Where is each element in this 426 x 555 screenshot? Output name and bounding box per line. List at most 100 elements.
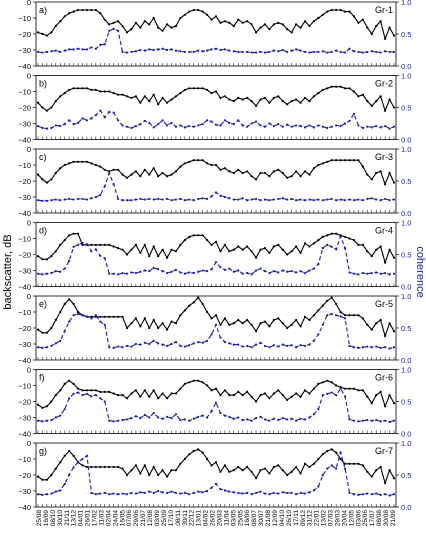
backscatter-point [134,464,137,467]
coherence-point [223,489,226,492]
backscatter-point [232,469,235,472]
backscatter-point [263,392,267,395]
coherence-point [375,124,378,128]
backscatter-point [139,325,142,328]
coherence-point [206,489,209,493]
backscatter-point [241,171,244,175]
coherence-point [254,120,258,123]
coherence-point [117,119,120,122]
backscatter-point [268,28,271,31]
backscatter-point [41,478,44,481]
coherence-point [392,346,396,349]
backscatter-point [286,473,289,477]
coherence-point [357,198,360,201]
coherence-point [170,490,173,493]
coherence-point [103,491,106,495]
backscatter-point [246,170,249,173]
x-tick-label: 16/09 [43,510,50,527]
coherence-point [201,197,204,200]
coherence-point [250,493,253,496]
backscatter-point [384,334,387,338]
backscatter-point [161,469,164,472]
coherence-point [370,419,373,422]
x-tick-label: 04/01 [78,510,85,527]
backscatter-point [41,258,44,261]
coherence-point [357,346,360,349]
backscatter-point [375,171,378,175]
coherence-point [272,198,275,201]
backscatter-point [370,32,373,36]
coherence-point [303,50,307,54]
coherence-point [388,127,391,130]
backscatter-point [375,100,378,103]
coherence-point [250,198,253,201]
backscatter-point [50,255,53,258]
backscatter-point [174,250,178,253]
coherence-point [108,346,111,349]
y-tick-label-left: −20 [18,30,31,39]
coherence-point [139,48,142,52]
backscatter-point [68,449,71,453]
backscatter-point [103,315,106,318]
x-tick-label: 11/03 [99,510,106,526]
backscatter-point [108,390,111,393]
backscatter-point [192,159,195,162]
backscatter-point [143,317,146,320]
coherence-point [161,417,164,420]
coherence-point [206,339,209,342]
coherence-point [268,50,271,54]
coherence-point [117,273,120,276]
x-tick-label: 02/04 [105,510,112,527]
x-tick-label: 12/09 [272,510,279,527]
coherence-point [281,417,284,420]
backscatter-point [348,462,351,465]
coherence-point [299,491,302,495]
coherence-point [174,125,178,128]
coherence-point [308,491,311,494]
coherence-point [41,51,44,54]
x-tick-label: 22/01 [314,510,321,527]
backscatter-point [68,298,71,301]
coherence-point [112,27,115,30]
coherence-point [268,493,271,496]
coherence-point [197,124,200,127]
backscatter-point [228,21,231,24]
coherence-point [165,271,169,275]
panel-gr-3: 0 −10 −20 −30 −40 1.0 0.5 0.0 c) Gr-3 [18,145,411,218]
backscatter-point [290,323,293,326]
backscatter-point [290,470,293,473]
coherence-point [379,493,382,496]
coherence-point [330,312,333,316]
backscatter-point [117,20,120,23]
backscatter-point [188,10,191,13]
coherence-point [214,401,218,404]
backscatter-point [179,243,182,246]
backscatter-point [303,96,307,99]
x-tick-label: 16/06 [244,510,251,527]
backscatter-point [130,469,133,472]
y-tick-label-left: −10 [18,455,31,464]
backscatter-point [148,255,151,258]
backscatter-point [103,18,106,21]
coherence-point [108,29,111,32]
x-tick-label: 26/10 [286,510,293,527]
coherence-point [197,490,200,493]
coherence-point [90,395,93,398]
coherence-point [237,119,240,122]
coherence-point [241,50,244,54]
coherence-point [246,344,249,348]
coherence-point [72,123,75,126]
backscatter-point [361,317,364,320]
backscatter-point [317,309,320,312]
backscatter-point [352,387,356,390]
y-tick-label-left: 0 [27,292,31,301]
backscatter-point [259,98,262,101]
coherence-point [335,49,338,52]
backscatter-point [183,382,186,385]
coherence-point [76,47,80,50]
backscatter-point [192,87,195,90]
coherence-point [361,51,364,54]
y-tick-label-left: −40 [18,430,31,439]
coherence-point [99,492,102,495]
coherence-point [237,491,240,495]
